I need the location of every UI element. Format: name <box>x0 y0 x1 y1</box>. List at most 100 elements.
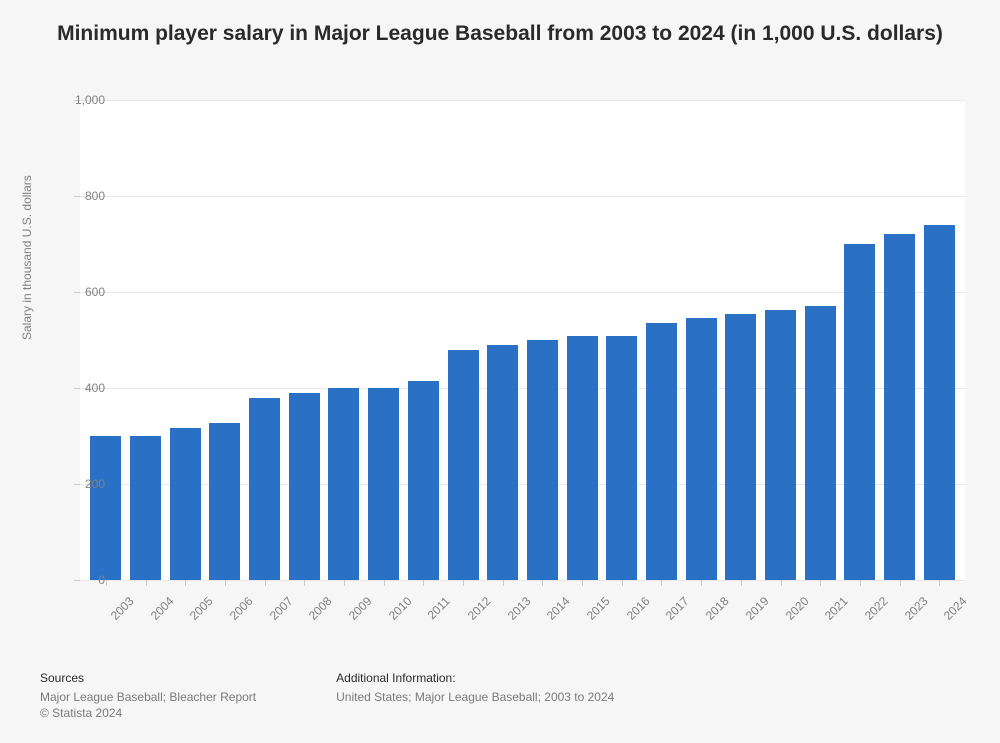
x-tick-label: 2023 <box>901 594 930 623</box>
bar-slot: 2014 <box>523 100 563 580</box>
sources-block: Sources Major League Baseball; Bleacher … <box>40 670 256 721</box>
x-tick-mark <box>265 580 266 586</box>
bar-slot: 2003 <box>86 100 126 580</box>
x-tick-label: 2018 <box>703 594 732 623</box>
bar <box>924 225 955 580</box>
x-tick-mark <box>582 580 583 586</box>
bar <box>487 345 518 580</box>
bar <box>765 310 796 580</box>
bar-slot: 2007 <box>245 100 285 580</box>
x-tick-label: 2014 <box>544 594 573 623</box>
bar-slot: 2024 <box>919 100 959 580</box>
bar-slot: 2004 <box>126 100 166 580</box>
x-tick-label: 2015 <box>584 594 613 623</box>
y-tick-label: 400 <box>85 381 105 395</box>
x-tick-mark <box>146 580 147 586</box>
bars-group: 2003200420052006200720082009201020112012… <box>80 100 965 580</box>
x-tick-mark <box>661 580 662 586</box>
bar <box>567 336 598 580</box>
info-block: Additional Information: United States; M… <box>336 670 614 721</box>
bar-slot: 2016 <box>602 100 642 580</box>
x-tick-mark <box>304 580 305 586</box>
bar-slot: 2021 <box>800 100 840 580</box>
bar-slot: 2005 <box>165 100 205 580</box>
x-tick-label: 2003 <box>108 594 137 623</box>
bar-slot: 2008 <box>284 100 324 580</box>
bar-slot: 2012 <box>443 100 483 580</box>
x-tick-mark <box>741 580 742 586</box>
bar-slot: 2017 <box>642 100 682 580</box>
x-tick-mark <box>106 580 107 586</box>
bar <box>646 323 677 580</box>
bar <box>130 436 161 580</box>
x-tick-mark <box>225 580 226 586</box>
x-tick-label: 2007 <box>266 594 295 623</box>
x-tick-mark <box>860 580 861 586</box>
x-tick-mark <box>344 580 345 586</box>
x-tick-mark <box>185 580 186 586</box>
x-tick-mark <box>384 580 385 586</box>
bar <box>884 234 915 580</box>
y-tick-label: 0 <box>98 573 105 587</box>
y-axis-label: Salary in thousand U.S. dollars <box>20 175 34 340</box>
bar-slot: 2018 <box>681 100 721 580</box>
bar-slot: 2013 <box>483 100 523 580</box>
info-heading: Additional Information: <box>336 670 614 686</box>
bar <box>209 423 240 580</box>
gridline <box>80 580 965 581</box>
x-tick-label: 2004 <box>147 594 176 623</box>
chart-footer: Sources Major League Baseball; Bleacher … <box>40 670 614 721</box>
x-tick-label: 2022 <box>862 594 891 623</box>
bar <box>844 244 875 580</box>
chart-container: Minimum player salary in Major League Ba… <box>0 0 1000 743</box>
x-tick-label: 2020 <box>782 594 811 623</box>
bar-slot: 2009 <box>324 100 364 580</box>
info-line: United States; Major League Baseball; 20… <box>336 689 614 705</box>
x-tick-mark <box>701 580 702 586</box>
x-tick-mark <box>820 580 821 586</box>
bar-slot: 2010 <box>364 100 404 580</box>
bar <box>725 314 756 580</box>
x-tick-label: 2021 <box>822 594 851 623</box>
x-tick-mark <box>542 580 543 586</box>
chart-title: Minimum player salary in Major League Ba… <box>0 0 1000 57</box>
sources-line: Major League Baseball; Bleacher Report <box>40 689 256 705</box>
x-tick-label: 2005 <box>187 594 216 623</box>
x-tick-mark <box>503 580 504 586</box>
bar-slot: 2019 <box>721 100 761 580</box>
bar <box>606 336 637 580</box>
x-tick-mark <box>463 580 464 586</box>
x-tick-label: 2011 <box>425 594 453 622</box>
x-tick-label: 2016 <box>624 594 653 623</box>
chart-plot-area: 2003200420052006200720082009201020112012… <box>80 100 965 580</box>
bar <box>289 393 320 580</box>
x-tick-mark <box>900 580 901 586</box>
x-tick-label: 2013 <box>505 594 534 623</box>
bar <box>805 306 836 580</box>
x-tick-label: 2010 <box>385 594 414 623</box>
bar <box>328 388 359 580</box>
y-tick-label: 600 <box>85 285 105 299</box>
bar-slot: 2023 <box>880 100 920 580</box>
x-tick-label: 2012 <box>465 594 494 623</box>
x-tick-label: 2008 <box>306 594 335 623</box>
bar <box>249 398 280 580</box>
bar-slot: 2015 <box>562 100 602 580</box>
bar <box>90 436 121 580</box>
x-tick-mark <box>423 580 424 586</box>
bar-slot: 2022 <box>840 100 880 580</box>
x-tick-mark <box>939 580 940 586</box>
y-tick-mark <box>74 580 80 581</box>
bar <box>527 340 558 580</box>
x-tick-label: 2009 <box>346 594 375 623</box>
bar-slot: 2006 <box>205 100 245 580</box>
x-tick-label: 2024 <box>941 594 970 623</box>
x-tick-label: 2017 <box>663 594 692 623</box>
x-tick-mark <box>781 580 782 586</box>
sources-copyright: © Statista 2024 <box>40 705 256 721</box>
x-tick-label: 2019 <box>743 594 772 623</box>
bar-slot: 2011 <box>404 100 444 580</box>
bar-slot: 2020 <box>761 100 801 580</box>
bar <box>170 428 201 580</box>
y-tick-label: 1,000 <box>75 93 105 107</box>
